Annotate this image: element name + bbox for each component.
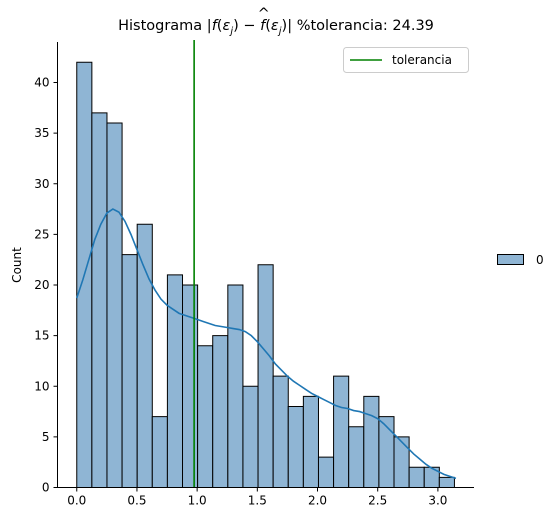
- histogram-bars: [76, 61, 455, 488]
- y-tick-label: 10: [34, 379, 49, 393]
- title-fhat: f: [260, 18, 267, 34]
- line-legend-frame: [343, 47, 469, 73]
- title-sub-1: j: [228, 26, 233, 37]
- title-eps-2: ε: [271, 18, 279, 34]
- y-ticks: 0 5 10 15 20 25 30 35 40: [34, 76, 58, 495]
- histogram-bar: [393, 436, 410, 488]
- y-tick-label: 40: [34, 76, 49, 90]
- histogram-bar: [302, 395, 319, 488]
- histogram-bar: [317, 456, 335, 488]
- title-hat: ^: [258, 6, 270, 22]
- histogram-bar: [212, 335, 229, 488]
- histogram-bar: [363, 395, 380, 488]
- title-f: f: [212, 18, 219, 34]
- series-legend-swatch: [497, 254, 524, 265]
- y-tick-label: 5: [42, 430, 50, 444]
- x-tick-label: 3.0: [428, 494, 447, 508]
- line-legend: tolerancia: [343, 47, 469, 73]
- histogram-bar: [136, 223, 153, 488]
- y-tick-label: 35: [34, 126, 49, 140]
- x-tick-label: 0.5: [127, 494, 146, 508]
- series-legend-label: 0: [536, 253, 544, 267]
- histogram-bar: [333, 375, 350, 488]
- histogram-bar: [348, 426, 365, 488]
- histogram-bar: [227, 284, 244, 488]
- line-legend-label: tolerancia: [392, 53, 452, 67]
- y-tick-label: 15: [34, 329, 49, 343]
- series-legend: 0: [497, 253, 544, 267]
- x-ticks: 0.0 0.5 1.0 1.5 2.0 2.5 3.0: [67, 487, 447, 508]
- histogram-bar: [91, 112, 108, 488]
- histogram-bar: [121, 254, 138, 488]
- histogram-bar: [257, 264, 274, 488]
- y-tick-label: 25: [34, 227, 49, 241]
- y-tick-label: 20: [34, 278, 49, 292]
- title-eps-1: ε: [222, 18, 230, 34]
- title-suffix: )| %tolerancia: 24.39: [282, 18, 434, 34]
- histogram-bar: [438, 476, 455, 488]
- x-tick-label: 2.5: [368, 494, 387, 508]
- histogram-bar: [242, 385, 259, 488]
- title-prefix: Histograma |: [118, 18, 212, 34]
- kde-curve: [76, 208, 457, 480]
- histogram-bar: [106, 122, 123, 488]
- title-minus: −: [239, 18, 260, 34]
- kde-layer: [76, 208, 457, 480]
- histogram-bar: [272, 375, 289, 488]
- y-axis-label: Count: [10, 247, 24, 283]
- title-paren-open-1: (: [217, 18, 223, 34]
- chart-title: Histograma |f(εj) − f(εj)| %tolerancia: …: [118, 18, 434, 37]
- x-tick-label: 1.0: [188, 494, 207, 508]
- histogram-bar: [408, 466, 425, 488]
- title-paren-open-2: (: [265, 18, 271, 34]
- y-tick-label: 0: [42, 481, 50, 495]
- x-tick-label: 0.0: [67, 494, 86, 508]
- histogram-bar: [197, 345, 214, 488]
- y-tick-label: 30: [34, 177, 49, 191]
- title-paren-close-1: ): [233, 18, 239, 34]
- histogram-bar: [151, 416, 168, 488]
- title-sub-2: j: [277, 26, 282, 37]
- histogram-bar: [287, 406, 304, 488]
- x-tick-label: 2.0: [308, 494, 327, 508]
- x-tick-label: 1.5: [248, 494, 267, 508]
